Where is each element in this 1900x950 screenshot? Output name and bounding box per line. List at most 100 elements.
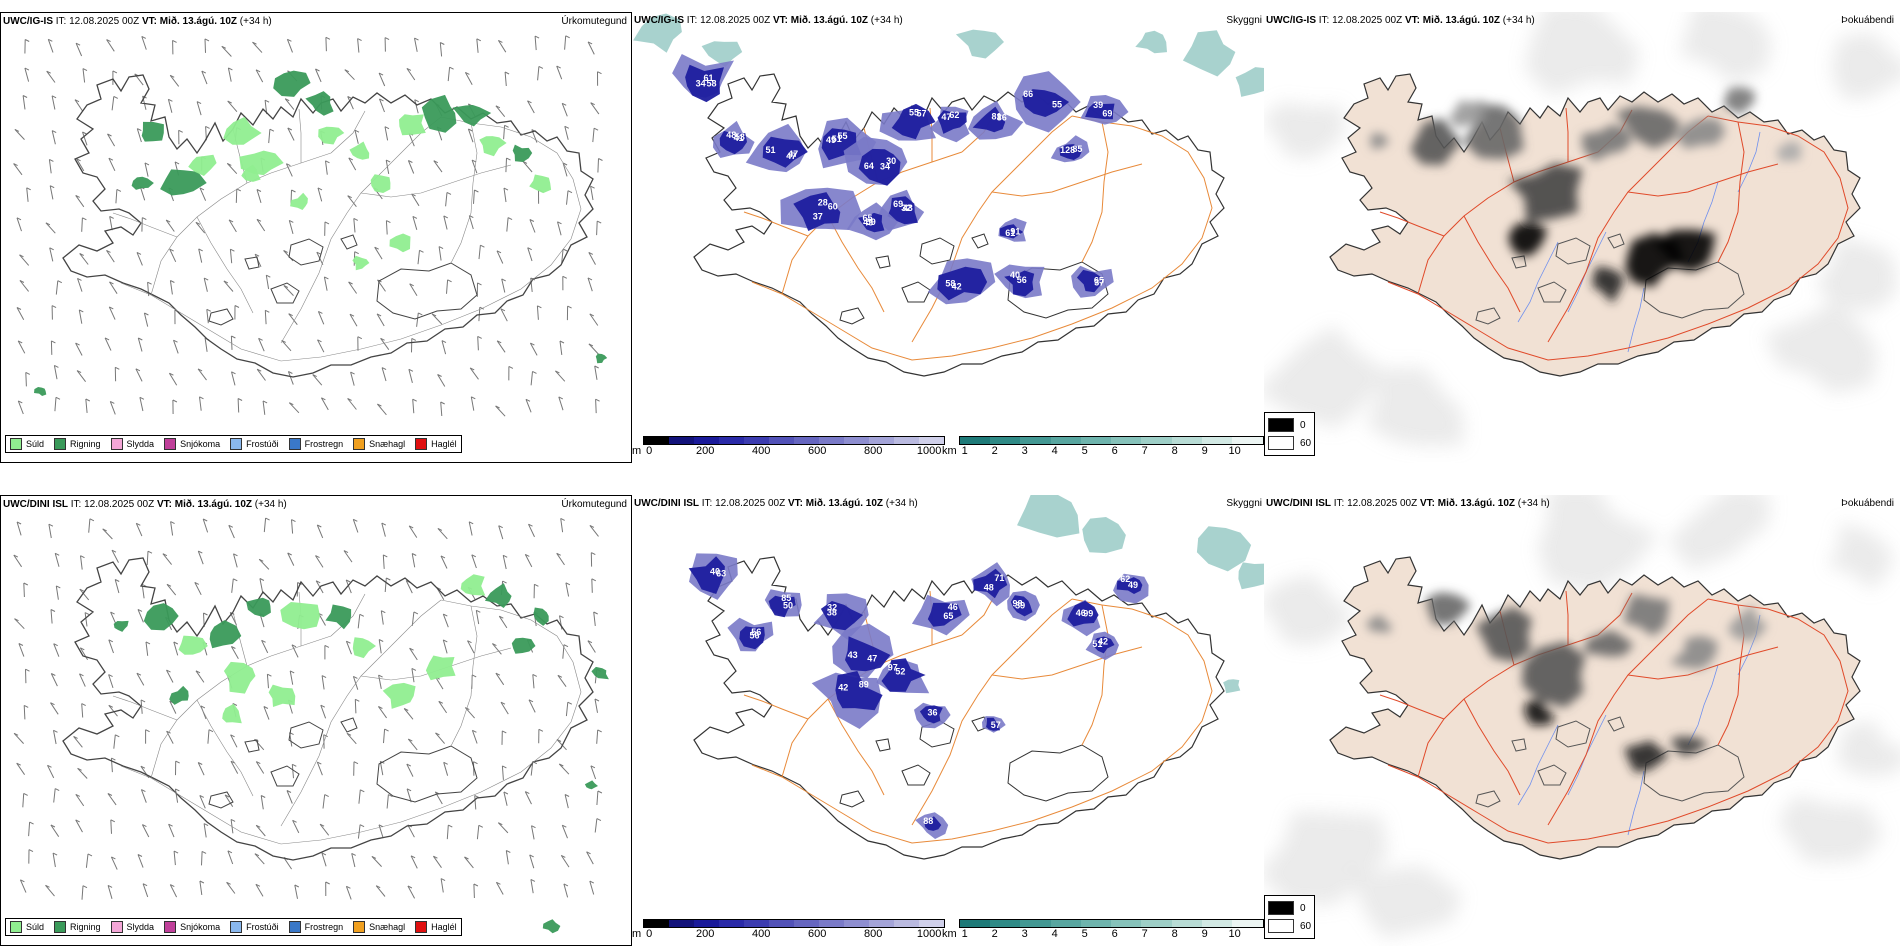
colorbar-tick: 1000 (916, 445, 942, 457)
precip-legend-item: Slydda (110, 921, 154, 933)
legend-swatch (230, 921, 243, 933)
cloud-base-value: 57 (991, 720, 1001, 730)
precip-legend-item: Slydda (110, 438, 155, 450)
legend-swatch (288, 921, 301, 933)
vt-value: Mið. 13.ágú. 10Z (1437, 498, 1515, 509)
cloud-base-ticks: 0 200 400 600 800 1000 (643, 445, 945, 457)
panel-header: UWC/IG-IS IT: 12.08.2025 00Z VT: Mið. 13… (3, 16, 272, 27)
vt-label: VT: (787, 498, 803, 509)
legend-label: Snjókoma (180, 922, 221, 932)
it-value: 12.08.2025 00Z (715, 498, 786, 509)
fog-legend-item: 60 (1268, 917, 1311, 935)
cloud-base-value: 61 (1005, 228, 1015, 238)
panel-title: Skyggni (1226, 498, 1262, 509)
legend-label: Haglél (431, 922, 457, 932)
iceland-outline (62, 74, 594, 378)
glacier-outlines (839, 233, 1109, 325)
lead-time: (+34 h) (870, 15, 903, 26)
low-visibility-areas (633, 13, 1264, 97)
lead-time: (+34 h) (1517, 498, 1550, 509)
cloud-panel-bottom: UWC/DINI ISL IT: 12.08.2025 00Z VT: Mið.… (632, 495, 1264, 946)
colorbar-tick: 3 (1021, 445, 1028, 457)
panel-header: UWC/DINI ISL IT: 12.08.2025 00Z VT: Mið.… (1266, 498, 1550, 509)
road-network (112, 108, 582, 362)
cloud-base-unit: m (632, 928, 642, 940)
cloud-base-value: 32 (827, 603, 837, 613)
model-name: UWC/IG-IS (1266, 15, 1316, 26)
cloud-base-value: 40 (1010, 270, 1020, 280)
precip-type-panel-top: UWC/IG-IS IT: 12.08.2025 00Z VT: Mið. 13… (0, 12, 632, 463)
colorbar-tick: 6 (1111, 928, 1118, 940)
it-label: IT: (686, 15, 698, 26)
legend-swatch (10, 921, 22, 933)
cloud-base-value: 28 (818, 197, 828, 207)
cloud-base-colorbar: m 0 200 400 600 800 1000 (632, 919, 946, 940)
cloud-base-value: 98 (1012, 599, 1022, 609)
cloud-base-value: 46 (948, 602, 958, 612)
cloud-base-value: 55 (837, 131, 847, 141)
legend-swatch (230, 438, 243, 450)
cloud-base-value: 66 (1023, 89, 1033, 99)
iceland-outline (62, 557, 594, 861)
cloud-base-value: 85 (1072, 144, 1082, 154)
cloud-base-value: 60 (828, 202, 838, 212)
precip-areas (34, 70, 608, 396)
precip-legend-item: Rigning (54, 438, 101, 450)
fog-index-panel-bottom: UWC/DINI ISL IT: 12.08.2025 00Z VT: Mið.… (1264, 495, 1900, 946)
legend-label: Slydda (126, 439, 155, 449)
cloud-base-value: 88 (923, 816, 933, 826)
it-value: 12.08.2025 00Z (69, 16, 140, 27)
cloud-base-value: 43 (903, 203, 913, 213)
visibility-ticks: 1 2 3 4 5 6 7 8 9 10 (959, 445, 1264, 457)
legend-swatch (10, 438, 22, 450)
cloud-base-value: 97 (888, 662, 898, 672)
colorbar-tick: 7 (1141, 928, 1148, 940)
it-value: 12.08.2025 00Z (84, 499, 155, 510)
colorbar-tick: 1 (961, 445, 968, 457)
fog-map (1264, 495, 1900, 938)
cloud-base-value: 57 (916, 108, 926, 118)
cloud-base-value: 49 (826, 135, 836, 145)
cloud-map: 63 56 50 32 47 89 52 46 48 39 46 49 51 36 57 88 40 56 85 38… (688, 495, 1264, 860)
cloud-base-value: 42 (1098, 636, 1108, 646)
fog-index-areas (1366, 592, 1768, 773)
iceland-land (1329, 556, 1861, 860)
cloud-base-value: 62 (1120, 574, 1130, 584)
model-name: UWC/IG-IS (3, 16, 53, 27)
cloud-base-colorbar: m 0 200 400 600 800 1000 (632, 436, 946, 457)
precip-legend-item: Frostregn (288, 921, 343, 933)
cloud-base-unit: m (632, 445, 642, 457)
panel-title: Úrkomutegund (561, 499, 627, 510)
cloud-base-value: 37 (813, 212, 823, 222)
panel-header: UWC/IG-IS IT: 12.08.2025 00Z VT: Mið. 13… (634, 15, 903, 26)
panel-header: UWC/IG-IS IT: 12.08.2025 00Z VT: Mið. 13… (1266, 15, 1535, 26)
iceland-outline (693, 556, 1225, 860)
lead-time: (+34 h) (239, 16, 272, 27)
visibility-colorbar: km 1 2 3 4 5 6 7 8 9 10 (942, 919, 1264, 940)
precip-legend-item: Snæhagl (353, 438, 405, 450)
cloud-base-value: 58 (945, 279, 955, 289)
panel-header: UWC/DINI ISL IT: 12.08.2025 00Z VT: Mið.… (634, 498, 918, 509)
legend-label: Snæhagl (369, 439, 406, 449)
panel-title: Þokuábendi (1841, 15, 1894, 26)
colorbar-tick: 400 (751, 445, 771, 457)
precip-legend-item: Frostúði (230, 921, 279, 933)
cloud-base-value: 64 (864, 161, 874, 171)
panel-title: Þokuábendi (1841, 498, 1894, 509)
it-label: IT: (70, 499, 82, 510)
colorbar-tick: 1000 (916, 928, 942, 940)
precip-type-legend: Súld Rigning Slydda Snjókoma Frostúði Frostre… (5, 435, 462, 453)
fog-index-legend: 0 60 (1264, 412, 1316, 456)
colorbar-tick: 2 (991, 928, 998, 940)
colorbar-tick: 1 (961, 928, 968, 940)
precip-legend-item: Súld (10, 921, 44, 933)
legend-swatch (415, 438, 428, 450)
cloud-base-value: 32 (901, 203, 911, 213)
colorbar-tick: 9 (1201, 445, 1208, 457)
colorbar-tick: 200 (695, 445, 715, 457)
precip-map (13, 35, 608, 417)
cloud-base-value: 42 (838, 683, 848, 693)
cloud-base-value: 47 (788, 149, 798, 159)
colorbar-tick: 800 (863, 445, 883, 457)
cloud-base-labels: 63 56 50 32 47 89 52 46 48 39 46 49 51 36 57 88 40 56 85 38… (710, 566, 1138, 826)
